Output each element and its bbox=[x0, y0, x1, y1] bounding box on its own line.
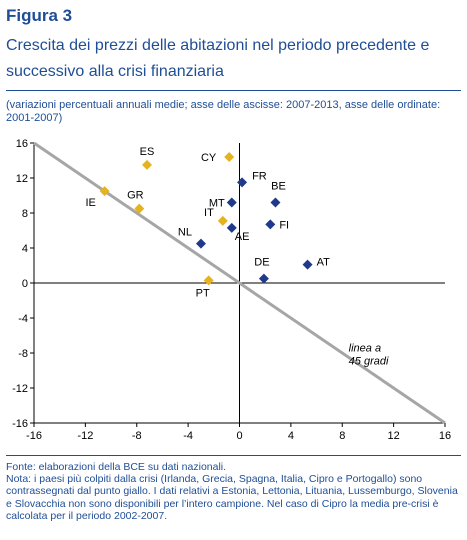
x-tick-label: -4 bbox=[183, 430, 193, 442]
y-tick-label: 4 bbox=[22, 243, 28, 255]
data-label-fr: FR bbox=[252, 170, 267, 182]
figure-label: Figura 3 bbox=[6, 6, 73, 25]
y-tick-label: 0 bbox=[22, 278, 28, 290]
scatter-chart: 16 12 8 4 0 -4 -8 -12 -16-16 -12 -8 -4 0 4 8 12 16 linea … bbox=[12, 138, 451, 442]
data-label-ae: AE bbox=[235, 231, 250, 243]
data-point-ae bbox=[226, 222, 237, 233]
footer-divider bbox=[6, 455, 461, 456]
chart-title: Crescita dei prezzi delle abitazioni nel… bbox=[6, 37, 430, 80]
data-label-es: ES bbox=[140, 146, 155, 158]
chart-notes: Fonte: elaborazioni della BCE su dati na… bbox=[6, 461, 461, 522]
data-point-fi bbox=[265, 219, 276, 230]
x-tick-label: -16 bbox=[26, 430, 42, 442]
data-label-fi: FI bbox=[279, 219, 289, 231]
y-tick-label: -8 bbox=[18, 348, 28, 360]
x-tick-label: 4 bbox=[288, 430, 294, 442]
source-note: Fonte: elaborazioni della BCE su dati na… bbox=[6, 461, 227, 473]
x-tick-label: 12 bbox=[388, 430, 400, 442]
data-point-be bbox=[270, 197, 281, 208]
chart-subtitle: (variazioni percentuali annuali medie; a… bbox=[6, 99, 441, 124]
data-point-cy bbox=[224, 152, 235, 162]
data-point-at bbox=[302, 259, 313, 270]
data-point-gr bbox=[134, 203, 145, 214]
x-tick-label: 0 bbox=[236, 430, 242, 442]
data-label-de: DE bbox=[254, 257, 269, 269]
footnote: Nota: i paesi più colpiti dalla crisi (I… bbox=[6, 473, 458, 522]
data-label-ie: IE bbox=[85, 197, 95, 209]
data-label-be: BE bbox=[271, 181, 286, 193]
data-point-ie bbox=[99, 186, 110, 197]
data-label-at: AT bbox=[317, 257, 331, 269]
y-tick-label: -16 bbox=[12, 418, 28, 430]
data-label-pt: PT bbox=[196, 287, 210, 299]
data-point-es bbox=[142, 159, 153, 170]
data-label-gr: GR bbox=[127, 190, 144, 202]
data-point-pt bbox=[203, 275, 214, 286]
y-tick-label: 16 bbox=[16, 138, 28, 150]
data-label-cy: CY bbox=[201, 152, 217, 164]
y-tick-label: 12 bbox=[16, 173, 28, 185]
y-tick-label: -12 bbox=[12, 383, 28, 395]
x-tick-label: 8 bbox=[339, 430, 345, 442]
data-label-nl: NL bbox=[178, 227, 192, 239]
data-point-nl bbox=[195, 238, 206, 249]
line-45-label: 45 gradi bbox=[349, 355, 389, 367]
data-label-mt: MT bbox=[209, 198, 225, 210]
y-tick-label: 8 bbox=[22, 208, 28, 220]
x-tick-label: 16 bbox=[439, 430, 451, 442]
data-point-mt bbox=[226, 197, 237, 208]
data-point-fr bbox=[237, 177, 248, 188]
data-point-it bbox=[217, 215, 228, 226]
x-tick-label: -12 bbox=[77, 430, 93, 442]
data-label-it: IT bbox=[204, 207, 214, 219]
y-tick-label: -4 bbox=[18, 313, 28, 325]
x-tick-label: -8 bbox=[132, 430, 142, 442]
title-divider bbox=[6, 90, 461, 91]
data-point-de bbox=[258, 273, 269, 284]
line-45-label: linea a bbox=[349, 342, 381, 354]
